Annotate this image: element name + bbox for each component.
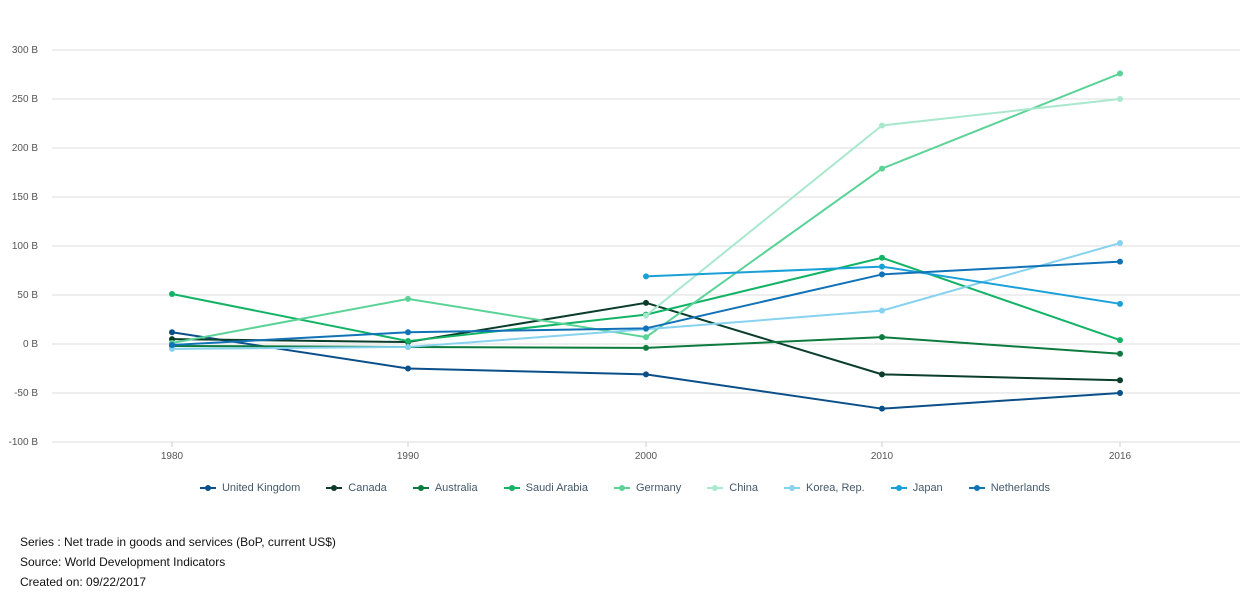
- series-line-korea-rep: [171, 242, 1121, 350]
- x-axis-ticks: 1980 1990 2000 2010 2016: [161, 442, 1132, 462]
- legend-label: Germany: [636, 482, 682, 494]
- data-point-netherlands: [169, 341, 175, 348]
- y-tick-label: 50 B: [17, 290, 38, 301]
- data-point-japan: [1117, 300, 1123, 307]
- series-lines: [169, 70, 1123, 412]
- legend-item-saudi-arabia[interactable]: Saudi Arabia: [503, 482, 588, 494]
- x-tick-label: 2000: [635, 451, 658, 462]
- legend-swatch: [503, 485, 520, 491]
- legend-item-germany[interactable]: Germany: [614, 482, 681, 494]
- created-note: Created on: 09/22/2017: [20, 575, 147, 589]
- legend-label: United Kingdom: [221, 482, 301, 494]
- data-point-china: [1117, 96, 1123, 102]
- data-point-saudi-arabia: [169, 291, 175, 298]
- legend-swatch: [890, 485, 907, 491]
- data-point-netherlands: [879, 271, 885, 278]
- data-point-korea-rep: [879, 307, 885, 314]
- data-point-united-kingdom: [405, 365, 411, 372]
- data-point-japan: [643, 273, 649, 280]
- data-point-japan: [879, 263, 885, 270]
- y-tick-label: 250 B: [12, 94, 38, 105]
- legend-label: Canada: [348, 482, 387, 494]
- data-point-united-kingdom: [1117, 390, 1123, 396]
- x-tick-label: 2010: [871, 451, 894, 462]
- legend-label: Australia: [434, 482, 478, 494]
- series-note: Series : Net trade in goods and services…: [20, 535, 336, 549]
- legend-swatch: [614, 485, 630, 491]
- legend-swatch: [326, 485, 343, 491]
- data-point-germany: [405, 295, 411, 302]
- data-point-canada: [643, 299, 649, 306]
- legend-item-australia[interactable]: Australia: [412, 482, 478, 494]
- legend-swatch: [784, 485, 800, 491]
- data-point-germany: [1117, 70, 1123, 77]
- legend-label: Japan: [912, 482, 943, 494]
- legend-item-united-kingdom[interactable]: United Kingdom: [199, 482, 301, 494]
- data-point-china: [643, 312, 649, 319]
- y-tick-label: 0 B: [23, 339, 38, 350]
- data-point-united-kingdom: [169, 329, 175, 336]
- y-tick-label: 100 B: [12, 241, 38, 252]
- data-point-australia: [643, 344, 649, 351]
- legend-item-canada[interactable]: Canada: [326, 482, 387, 494]
- legend-swatch: [199, 485, 216, 491]
- data-point-united-kingdom: [643, 371, 649, 378]
- data-point-netherlands: [1117, 258, 1123, 265]
- series-line-china: [645, 98, 1121, 317]
- legend-item-japan[interactable]: Japan: [890, 482, 943, 494]
- line-chart: -100 B -50 B 0 B 50 B 100 B 150 B 200 B 250 B 30…: [9, 45, 1240, 462]
- source-note: Source: World Development Indicators: [20, 555, 226, 569]
- legend-swatch: [412, 485, 429, 491]
- legend: United Kingdom Canada Australia Saudi Arabi…: [0, 478, 1250, 498]
- legend-label: Netherlands: [990, 482, 1051, 494]
- y-tick-label: -100 B: [9, 437, 39, 448]
- legend-label: Korea, Rep.: [806, 482, 865, 494]
- data-point-canada: [1117, 377, 1123, 384]
- data-point-australia: [1117, 350, 1123, 357]
- x-tick-label: 1980: [161, 451, 184, 462]
- data-point-saudi-arabia: [405, 338, 411, 345]
- data-point-china: [879, 122, 885, 129]
- data-point-germany: [879, 165, 885, 172]
- gridlines: [52, 49, 1240, 443]
- legend-swatch: [707, 485, 724, 491]
- data-point-canada: [879, 371, 885, 378]
- data-point-korea-rep: [405, 343, 411, 350]
- legend-item-korea-rep[interactable]: Korea, Rep.: [784, 482, 865, 494]
- y-tick-label: 150 B: [12, 192, 38, 203]
- data-point-netherlands: [405, 329, 411, 336]
- y-axis-ticks: -100 B -50 B 0 B 50 B 100 B 150 B 200 B 250 B 30…: [9, 45, 39, 448]
- x-tick-label: 1990: [397, 451, 420, 462]
- legend-item-netherlands[interactable]: Netherlands: [968, 482, 1051, 494]
- data-point-australia: [879, 334, 885, 341]
- y-tick-label: -50 B: [14, 388, 38, 399]
- x-tick-label: 2016: [1109, 451, 1132, 462]
- legend-label: Saudi Arabia: [525, 482, 588, 494]
- y-tick-label: 300 B: [12, 45, 38, 56]
- data-point-saudi-arabia: [879, 254, 885, 261]
- data-point-saudi-arabia: [1117, 337, 1123, 344]
- y-tick-label: 200 B: [12, 143, 38, 154]
- data-point-netherlands: [643, 325, 649, 332]
- legend-swatch: [968, 485, 985, 491]
- chart-footer: Series : Net trade in goods and services…: [20, 532, 336, 592]
- data-point-germany: [643, 334, 649, 341]
- legend-label: China: [729, 482, 758, 494]
- data-point-united-kingdom: [879, 405, 885, 412]
- legend-item-china[interactable]: China: [707, 482, 758, 494]
- data-point-korea-rep: [1117, 240, 1123, 247]
